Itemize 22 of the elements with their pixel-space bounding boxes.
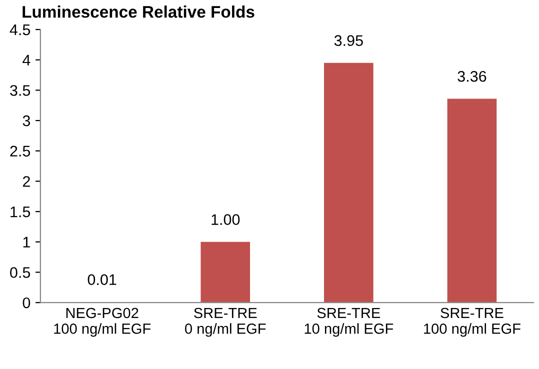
bar [200, 242, 250, 303]
x-tick-label: SRE-TRE 0 ng/ml EGF [185, 308, 266, 337]
y-tick-label: 1 [23, 236, 30, 248]
y-tick-label: 3 [22, 115, 30, 126]
y-tick-label: 0.5 [10, 267, 30, 278]
y-tick-label: 1.5 [10, 206, 30, 218]
y-tick-label: 4.5 [10, 24, 30, 36]
x-tick-label: NEG-PG02 100 ng/ml EGF [54, 308, 151, 337]
chart-title: Luminescence Relative Folds [22, 6, 254, 18]
y-tick-label: 2.5 [10, 146, 30, 157]
data-label: 3.36 [458, 70, 486, 82]
data-label: 3.95 [334, 35, 363, 46]
x-tick-label: SRE-TRE 10 ng/ml EGF [304, 308, 394, 337]
y-tick-label: 2 [22, 176, 30, 187]
x-tick-label: SRE-TRE 100 ng/ml EGF [424, 308, 520, 337]
y-tick-label: 4 [22, 54, 30, 66]
bar [324, 62, 374, 303]
bar [447, 98, 497, 303]
y-tick-label: 3.5 [10, 85, 30, 96]
y-tick-label: 0 [22, 297, 30, 308]
data-label: 0.01 [88, 274, 116, 286]
data-label: 1.00 [212, 214, 240, 225]
